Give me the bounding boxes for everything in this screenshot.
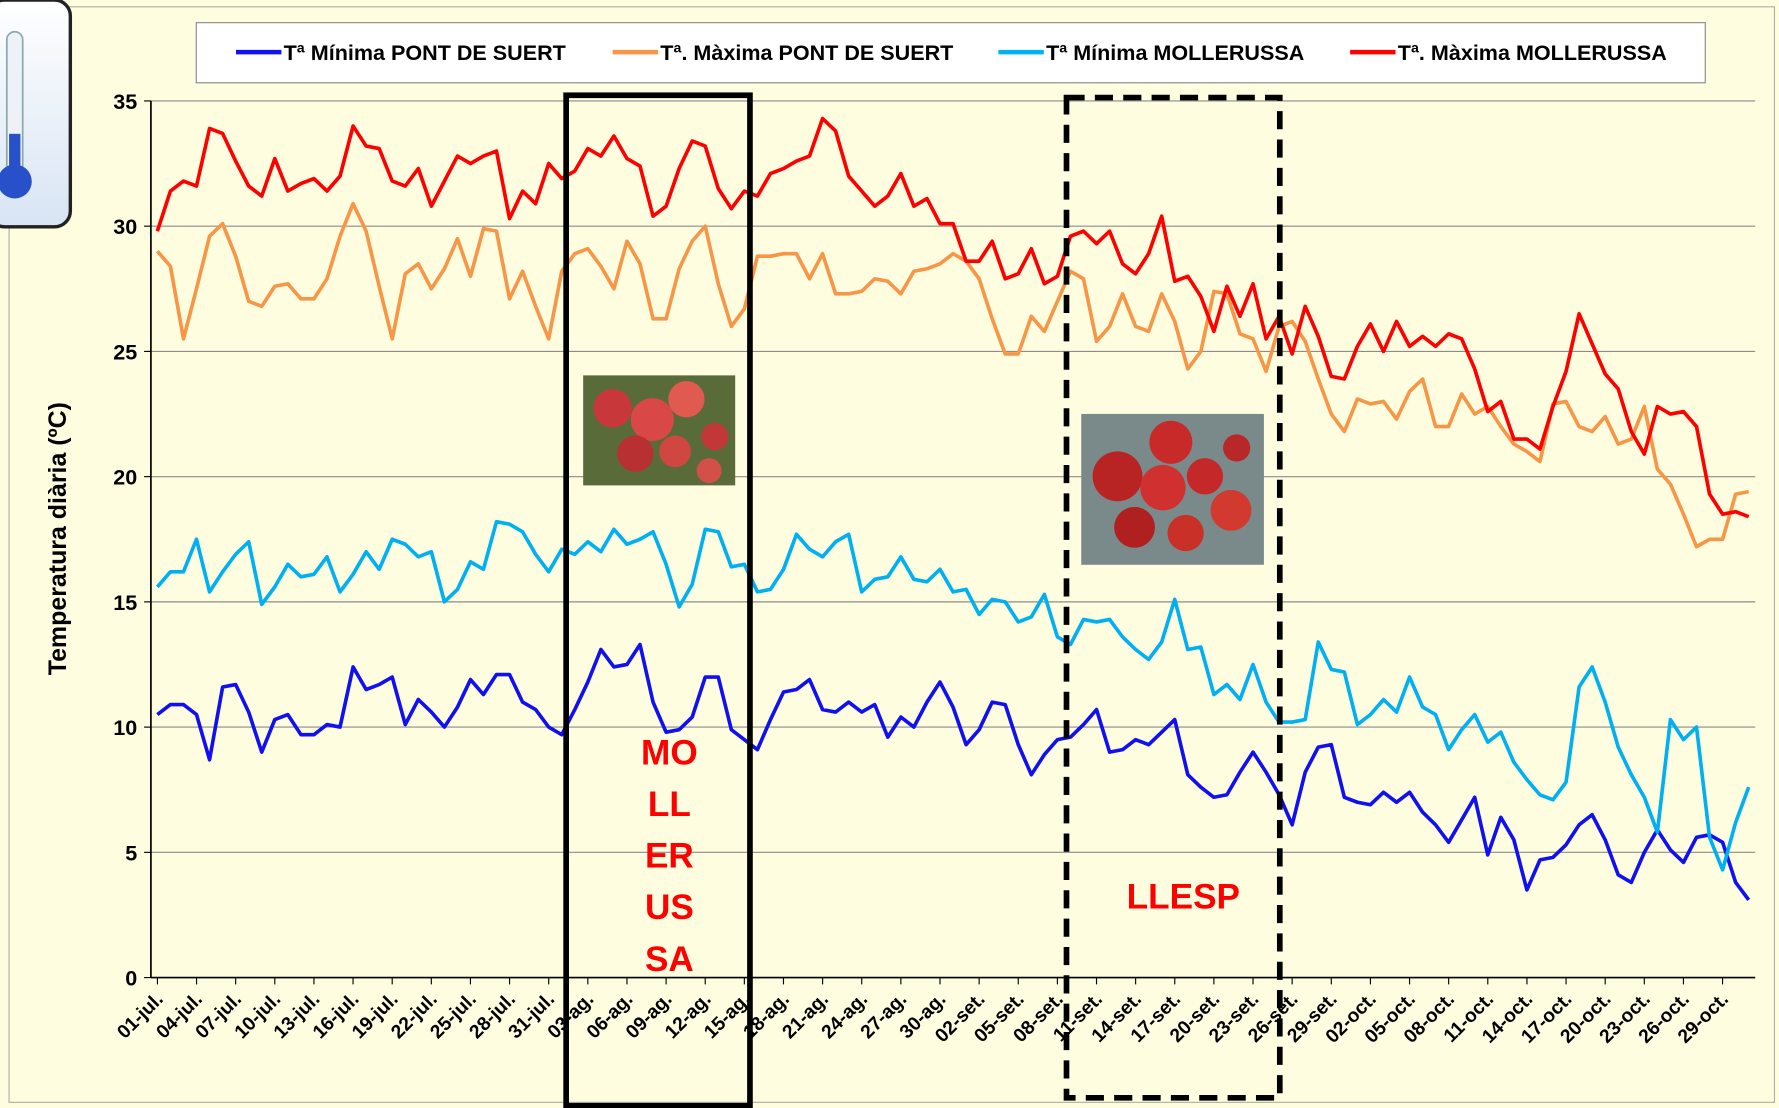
y-tick-label: 30 (113, 214, 137, 239)
y-tick-label: 5 (125, 840, 137, 865)
annotation: US (645, 888, 694, 927)
legend-label: Tª Mínima MOLLERUSSA (1046, 40, 1304, 65)
y-tick-label: 25 (113, 339, 137, 364)
y-tick-label: 20 (113, 465, 137, 490)
annotation: ER (645, 837, 694, 876)
apples-photo (1081, 414, 1264, 565)
y-tick-label: 15 (113, 590, 137, 615)
annotation: LLESP (1127, 877, 1240, 916)
annotation: SA (645, 940, 694, 979)
thermometer-icon (0, 0, 70, 227)
y-tick-label: 35 (113, 89, 137, 114)
legend: Tª Mínima PONT DE SUERT Tª. Màxima PONT D… (196, 23, 1705, 83)
legend-label: Tª. Màxima MOLLERUSSA (1398, 40, 1667, 65)
y-axis-title: Temperatura diària (ºC) (44, 402, 72, 675)
y-tick-label: 0 (125, 966, 137, 991)
legend-label: Tª Mínima PONT DE SUERT (284, 40, 566, 65)
page: {"chart_data": { "type": "line", "y_labe… (0, 0, 1779, 1108)
annotation: MO (641, 733, 698, 772)
y-tick-label: 10 (113, 715, 137, 740)
apples-photo (583, 375, 735, 485)
chart: Tª Mínima PONT DE SUERT Tª. Màxima PONT D… (0, 0, 1779, 1108)
annotation: LL (648, 785, 691, 824)
plot-area: 0510152025303501-jul.04-jul.07-jul.10-ju… (113, 89, 1755, 1048)
legend-label: Tª. Màxima PONT DE SUERT (660, 40, 953, 65)
